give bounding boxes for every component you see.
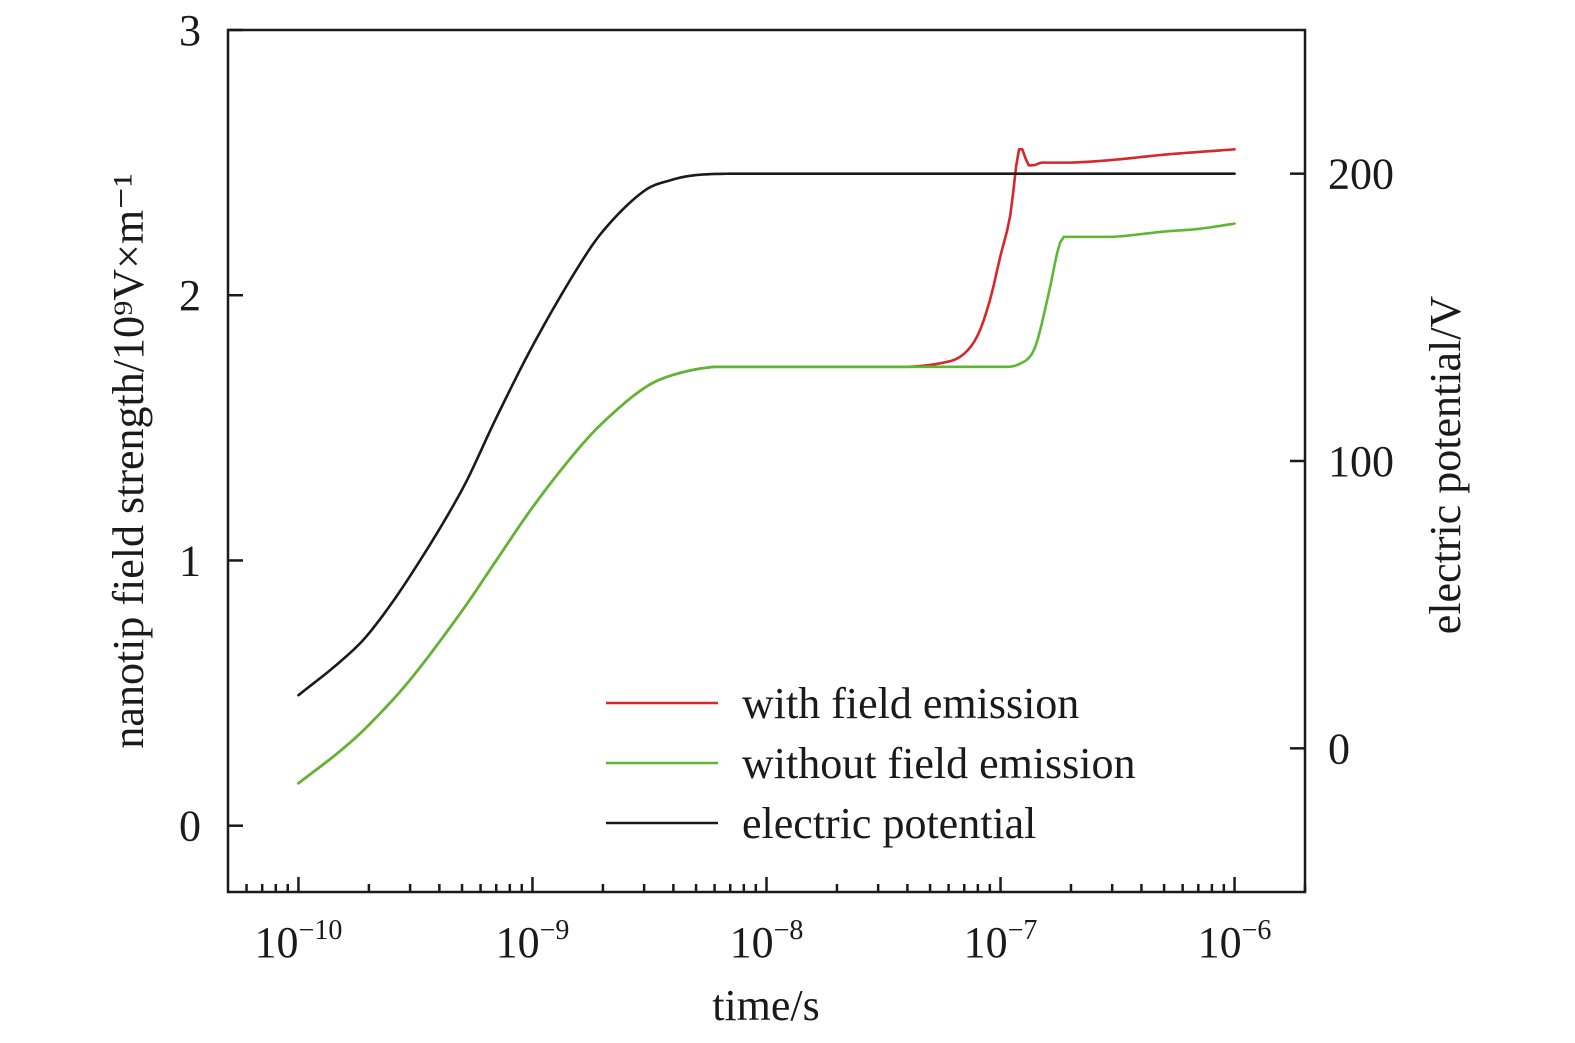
x-tick-label: 10−10 [255, 915, 343, 967]
x-tick-label: 10−9 [496, 915, 570, 967]
left-y-tick-label: 0 [179, 802, 201, 851]
legend: with field emission without field emissio… [606, 679, 1136, 848]
x-tick-label: 10−8 [730, 915, 804, 967]
x-tick-label: 10−6 [1198, 915, 1272, 967]
left-y-tick-label: 1 [179, 536, 201, 585]
x-axis-title: time/s [712, 981, 820, 1030]
series-line-without-field-emission [297, 222, 1236, 785]
right-y-tick-label: 0 [1328, 724, 1350, 773]
legend-label-without-field-emission: without field emission [742, 739, 1136, 788]
series-line-electric-potential [297, 172, 1236, 697]
right-y-axis-title: electric potential/V [1421, 296, 1470, 635]
x-tick-label: 10−7 [964, 915, 1038, 967]
series-layer [297, 148, 1236, 785]
left-y-axis-title: nanotip field strength/10⁹V×m⁻¹ [104, 173, 153, 748]
left-y-tick-label: 2 [179, 271, 201, 320]
right-y-tick-label: 100 [1328, 437, 1394, 486]
legend-label-electric-potential: electric potential [742, 799, 1036, 848]
legend-label-with-field-emission: with field emission [742, 679, 1079, 728]
right-y-tick-label: 200 [1328, 150, 1394, 199]
left-y-tick-label: 3 [179, 6, 201, 55]
tick-marks [228, 28, 1307, 892]
tick-labels: 10−10 10−9 10−8 10−7 10−6 0 1 2 3 0 100 200 [179, 6, 1394, 967]
